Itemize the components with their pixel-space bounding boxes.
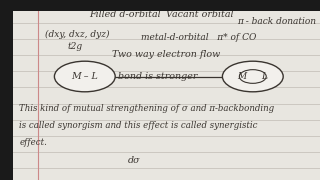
Text: (dxy, dxz, dyz): (dxy, dxz, dyz): [45, 30, 109, 39]
Ellipse shape: [222, 61, 283, 92]
Text: Filled d-orbital: Filled d-orbital: [90, 10, 161, 19]
Text: bond is stronger: bond is stronger: [118, 72, 198, 81]
Text: metal-d-orbital   π* of CO: metal-d-orbital π* of CO: [141, 33, 256, 42]
Ellipse shape: [54, 61, 115, 92]
Text: M: M: [237, 72, 246, 81]
Text: L: L: [261, 72, 267, 81]
Text: M – L: M – L: [71, 72, 98, 81]
Text: This kind of mutual strengthening of σ and π-backbonding: This kind of mutual strengthening of σ a…: [19, 104, 274, 113]
Text: Vacant orbital: Vacant orbital: [166, 10, 234, 19]
Text: dσ: dσ: [128, 156, 140, 165]
Bar: [0, 0, 13, 180]
Text: Two way electron flow: Two way electron flow: [112, 50, 220, 59]
Text: π - back donation: π - back donation: [237, 17, 316, 26]
Bar: [0, 0, 320, 11]
Text: is called synorgism and this effect is called synergistic: is called synorgism and this effect is c…: [19, 122, 258, 130]
Bar: [0, 0, 42, 11]
Text: t2g: t2g: [67, 42, 82, 51]
Text: effect.: effect.: [19, 138, 47, 147]
